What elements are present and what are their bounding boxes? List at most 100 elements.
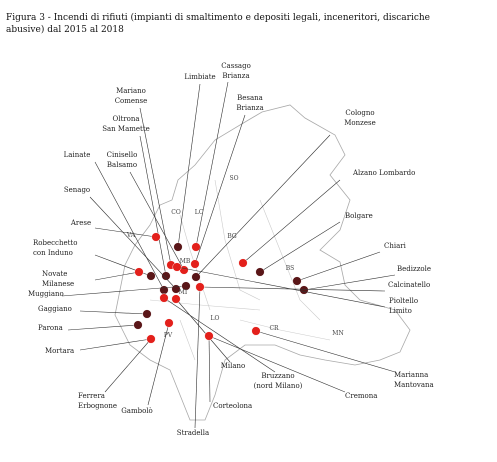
- leader-line: [139, 135, 167, 277]
- leader-line: [163, 297, 276, 373]
- place-label: Robecchetto: [33, 239, 77, 247]
- fire-site: [292, 276, 302, 286]
- place-label: Comense: [115, 97, 148, 105]
- place-label: Mortara: [45, 347, 74, 355]
- fire-site: [151, 232, 161, 242]
- fire-site: [142, 309, 152, 319]
- place-label: Bedizzole: [397, 265, 431, 273]
- fire-site: [173, 242, 183, 252]
- fire-site: [146, 334, 156, 344]
- fire-site: [134, 267, 144, 277]
- place-label: Cassago: [221, 62, 251, 70]
- place-label: Corteolona: [213, 402, 252, 410]
- leader-line: [94, 271, 140, 281]
- place-label: Mantovana: [394, 381, 434, 389]
- leader-line: [296, 251, 381, 282]
- place-label: Balsamo: [107, 161, 137, 169]
- place-label: Pioltello: [389, 297, 418, 305]
- place-label: Muggiano: [28, 290, 64, 298]
- fire-site: [164, 318, 174, 328]
- caption: abusive) dal 2015 al 2018: [6, 24, 124, 35]
- province-code: SO: [229, 175, 238, 182]
- province-code: BS: [286, 265, 295, 272]
- region-outline: [114, 104, 411, 421]
- leader-line: [259, 221, 341, 273]
- leader-line: [61, 285, 187, 297]
- leader-line: [79, 338, 152, 351]
- leader-line: [89, 196, 177, 290]
- fire-site: [190, 259, 200, 269]
- fire-site: [172, 262, 182, 272]
- province-code: VA: [126, 232, 136, 239]
- place-label: Milanese: [42, 280, 74, 288]
- province-code: MN: [332, 330, 343, 337]
- fire-site: [181, 281, 191, 291]
- leader-line: [79, 310, 148, 315]
- fire-site: [146, 271, 156, 281]
- leader-line: [195, 134, 331, 278]
- leader-line: [194, 114, 246, 265]
- place-label: Bruzzano: [261, 372, 294, 380]
- place-label: Monzese: [344, 119, 375, 127]
- map-layer: Limbiate Cassago Brianza Mariano Comense Besa…: [28, 62, 434, 437]
- leader-line: [176, 266, 386, 308]
- place-label: Gambolò: [121, 407, 153, 415]
- place-label: Alzano Lombardo: [352, 169, 415, 177]
- province-code: MI: [179, 289, 188, 296]
- place-label: Arese: [70, 219, 91, 227]
- province-code: PV: [164, 332, 173, 339]
- place-label: Milano: [221, 362, 246, 370]
- place-label: Marianna: [394, 371, 428, 379]
- leader-line: [129, 171, 185, 271]
- fire-site: [251, 326, 261, 336]
- leader-line: [175, 298, 231, 363]
- place-label: Gaggiano: [38, 305, 72, 313]
- province-code: CR: [269, 325, 279, 332]
- fire-site: [159, 285, 169, 295]
- place-label: Limbiate: [184, 73, 215, 81]
- fire-site: [161, 271, 171, 281]
- leader-line: [177, 83, 201, 248]
- place-label: con Induno: [33, 249, 73, 257]
- fire-site: [255, 267, 265, 277]
- place-label: Bolgare: [345, 212, 373, 220]
- place-label: San Mamette: [102, 125, 150, 133]
- place-label: Cremona: [345, 392, 377, 400]
- place-label: Calcinatello: [388, 281, 430, 289]
- leader-line: [208, 335, 211, 403]
- caption: Figura 3 - Incendi di rifiuti (impianti …: [6, 12, 430, 23]
- place-label: Ferrera: [78, 392, 105, 400]
- leader-line: [242, 179, 341, 264]
- fire-site: [133, 320, 143, 330]
- fire-site: [171, 294, 181, 304]
- leader-line: [94, 161, 165, 291]
- place-label: Limito: [389, 307, 412, 315]
- place-label: Cologno: [345, 109, 374, 117]
- place-label: Stradella: [177, 429, 209, 437]
- leader-line: [303, 274, 396, 291]
- leader-line: [195, 81, 229, 248]
- fire-site: [191, 242, 201, 252]
- fire-site: [299, 285, 309, 295]
- fire-site: [159, 293, 169, 303]
- leader-line: [194, 286, 201, 429]
- place-label: Besana: [237, 94, 263, 102]
- leader-line: [94, 227, 157, 238]
- place-label: Oltrona: [112, 115, 139, 123]
- province-code: LC: [195, 209, 204, 216]
- place-label: (nord Milano): [254, 382, 303, 390]
- fire-site: [204, 331, 214, 341]
- place-label: Mariano: [116, 87, 146, 95]
- leader-line: [147, 322, 170, 406]
- leader-line: [104, 338, 152, 393]
- fire-site: [191, 272, 201, 282]
- place-label: Erbognone: [78, 402, 117, 410]
- place-label: Parona: [38, 324, 63, 332]
- place-label: Brianza: [236, 104, 263, 112]
- place-label: Lainate: [64, 151, 91, 159]
- place-label: Novate: [42, 270, 67, 278]
- fire-site: [195, 282, 205, 292]
- place-label: Cinisello: [107, 151, 138, 159]
- place-label: Chiari: [384, 242, 407, 250]
